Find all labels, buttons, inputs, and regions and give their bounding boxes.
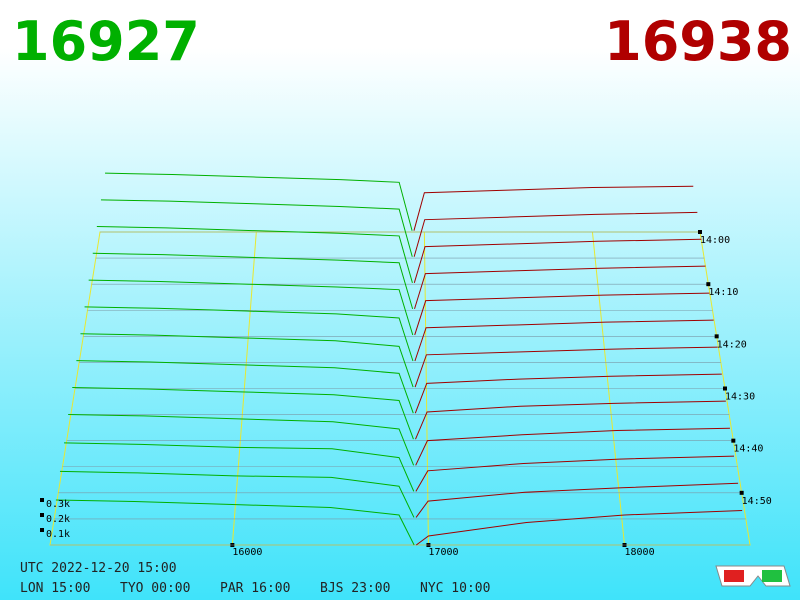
ask-depth-line [414,373,722,414]
z-tick [40,498,44,502]
ask-price: 16938 [604,10,792,73]
x-tick-label: 18000 [625,547,655,558]
time-label: 14:20 [717,339,747,350]
bid-depth-line [92,252,414,310]
ask-depth-line [413,211,698,257]
time-tick [731,438,736,443]
utc-time: UTC 2022-12-20 15:00 [20,561,177,576]
bid-depth-line [72,387,414,440]
bid-depth-line [88,279,414,336]
bid-depth-line [100,199,413,257]
clock: PAR 16:00 [220,581,290,596]
ask-depth-line [414,346,718,388]
clocks: LON 15:00 TYO 00:00 PAR 16:00 BJS 23:00 NYC … [20,581,490,596]
time-tick [739,490,744,495]
time-tick [714,334,719,339]
bid-depth-line [59,470,415,518]
clock: BJS 23:00 [320,581,390,596]
time-label: 14:50 [742,496,772,507]
clock: TYO 00:00 [120,581,190,596]
ask-depth-line [414,319,714,362]
bid-depth-line [55,499,415,546]
z-tick-label: 0.3k [46,499,70,510]
time-tick [698,230,702,234]
time-label: 14:10 [708,287,738,298]
z-tick [40,528,44,532]
z-tick [40,513,44,517]
z-tick-label: 0.2k [46,514,70,525]
x-tick-label: 16000 [232,547,262,558]
ask-depth-line [414,265,706,310]
time-tick [706,282,711,287]
bid-depth-line [84,306,414,362]
ask-depth-line [414,292,710,336]
bid-depth-line [96,226,413,283]
ask-depth-line [415,510,743,546]
3d-glasses-icon [715,565,791,587]
ask-depth-line [413,185,694,231]
time-label: 14:30 [725,392,755,403]
ask-depth-line [415,455,735,492]
bid-depth-line [80,333,414,388]
ask-depth-line [413,238,702,283]
bid-depth-line [68,413,415,466]
clock: LON 15:00 [20,581,90,596]
clock: NYC 10:00 [420,581,490,596]
x-tick-label: 17000 [428,547,458,558]
time-label: 14:40 [733,444,763,455]
time-label: 14:00 [700,235,730,246]
ask-depth-line [415,482,739,518]
bid-price: 16927 [12,10,200,73]
plot: 16000 17000 18000 14:00 14:10 14:20 14:30 14:40… [40,172,772,558]
z-tick-label: 0.1k [46,529,70,540]
time-tick [723,386,727,391]
ask-depth-line [415,400,726,440]
bid-depth-line [76,360,414,414]
bid-depth-line [105,172,413,231]
bid-depth-line [64,442,415,492]
ask-depth-line [415,427,730,466]
